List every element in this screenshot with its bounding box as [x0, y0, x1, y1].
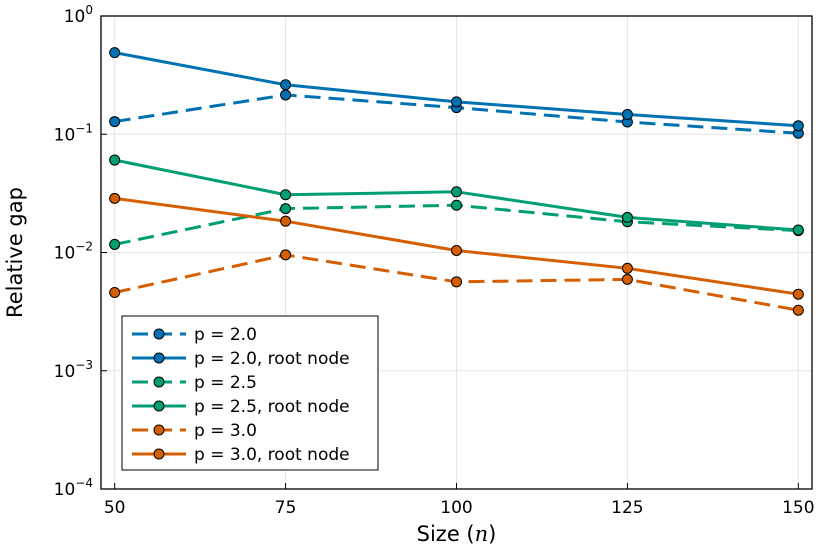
series-5 — [109, 249, 804, 316]
data-point — [451, 199, 462, 211]
legend-entry: p = 2.5 — [132, 373, 257, 393]
series-2 — [109, 47, 804, 132]
data-point — [109, 238, 121, 250]
data-point — [451, 276, 462, 288]
data-point — [109, 116, 121, 128]
legend-entry: p = 2.0 — [132, 325, 257, 345]
data-point — [621, 273, 633, 285]
y-axis-label: Relative gap — [3, 187, 27, 318]
legend-label: p = 2.5 — [194, 373, 257, 393]
data-point — [451, 244, 462, 256]
data-point — [109, 47, 121, 59]
x-tick-label: 100 — [440, 498, 472, 518]
legend-entry: p = 3.0 — [132, 421, 257, 441]
data-point — [109, 286, 121, 298]
legend-label: p = 2.5, root node — [194, 397, 350, 417]
data-point — [621, 262, 633, 274]
legend-box — [121, 315, 379, 471]
legend-marker — [153, 328, 165, 340]
legend-marker — [153, 424, 165, 436]
legend-label: p = 3.0, root node — [194, 445, 350, 465]
data-point — [280, 189, 292, 201]
data-point — [792, 224, 804, 236]
series-1 — [109, 89, 804, 139]
legend-label: p = 2.0 — [194, 325, 257, 345]
y-tick-label: 10−1 — [54, 121, 93, 145]
data-point — [280, 203, 292, 215]
x-axis-ticks: 50 75 100 125 150 — [104, 483, 815, 518]
data-point — [109, 192, 121, 204]
data-point — [280, 249, 292, 261]
legend-entry: p = 2.5, root node — [132, 397, 350, 417]
data-point — [451, 96, 462, 108]
x-tick-label: 150 — [782, 498, 814, 518]
legend-label: p = 2.0, root node — [194, 349, 350, 369]
y-tick-label: 10−4 — [54, 476, 93, 500]
series-6 — [109, 192, 804, 300]
data-point — [280, 89, 292, 101]
data-point — [621, 108, 633, 120]
y-axis-ticks: 100 10−1 10−2 10−3 10−4 — [54, 3, 107, 500]
legend-entry: p = 3.0, root node — [132, 445, 350, 465]
data-point — [621, 211, 633, 223]
data-point — [109, 154, 121, 166]
legend-label: p = 3.0 — [194, 421, 257, 441]
series-4 — [109, 154, 804, 236]
x-axis-label: Size (n) — [417, 522, 497, 546]
series-layer — [109, 47, 804, 316]
data-point — [280, 215, 292, 227]
data-point — [792, 288, 804, 300]
y-tick-label: 10−3 — [54, 358, 93, 382]
y-tick-label: 10−2 — [54, 240, 93, 264]
legend-marker — [153, 448, 165, 460]
data-point — [792, 120, 804, 132]
legend-marker — [153, 376, 165, 388]
x-tick-label: 125 — [611, 498, 643, 518]
legend: p = 2.0 p = 2.0, root node p = 2.5 p = 2.5,… — [121, 315, 379, 471]
series-3 — [109, 199, 804, 250]
x-tick-label: 50 — [104, 498, 126, 518]
legend-marker — [153, 400, 165, 412]
data-point — [280, 79, 292, 91]
legend-marker — [153, 352, 165, 364]
data-point — [451, 186, 462, 198]
data-point — [792, 304, 804, 316]
legend-entry: p = 2.0, root node — [132, 349, 350, 369]
y-tick-label: 100 — [64, 3, 93, 27]
x-tick-label: 75 — [275, 498, 297, 518]
